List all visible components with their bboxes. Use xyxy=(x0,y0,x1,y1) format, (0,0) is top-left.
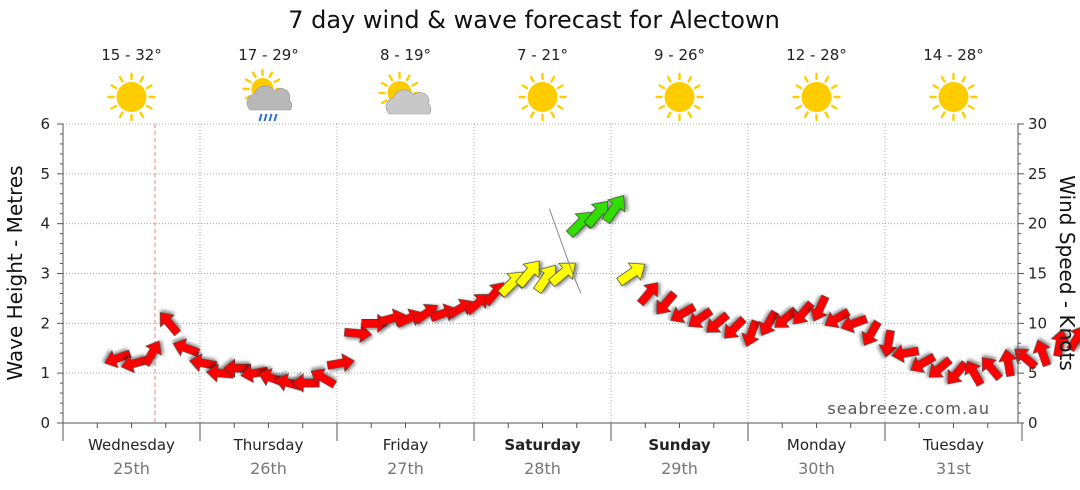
y-axis-right-label: Wind Speed - Knots xyxy=(1055,175,1079,371)
wind-arrow xyxy=(240,364,269,384)
wind-arrow xyxy=(878,329,898,358)
wind-arrows xyxy=(104,195,1080,393)
forecast-header: 15 - 32° 17 - 29° 8 - 19° 7 - 21° 9 - 26° 12 … xyxy=(101,46,984,122)
y-right-tick-label: 20 xyxy=(1028,215,1047,233)
wind-arrow xyxy=(724,315,747,339)
wind-arrow xyxy=(758,309,779,336)
partly-cloudy-icon xyxy=(378,71,432,115)
wind-arrow xyxy=(326,353,355,373)
wind-arrow xyxy=(824,308,851,329)
day-date-label: 26th xyxy=(250,459,287,478)
y-right-tick-label: 15 xyxy=(1028,265,1047,283)
y-left-tick-label: 2 xyxy=(40,314,50,332)
wind-arrow xyxy=(172,338,201,357)
wind-arrow xyxy=(861,319,882,346)
wind-arrow xyxy=(793,300,815,325)
y-left-tick-label: 6 xyxy=(40,115,50,133)
wind-arrow xyxy=(310,368,337,389)
wind-arrow xyxy=(928,356,953,378)
sunny-icon xyxy=(107,72,156,122)
wind-arrow xyxy=(120,354,149,374)
wind-arrow xyxy=(1032,339,1052,368)
y-right-tick-label: 30 xyxy=(1028,115,1047,133)
wind-arrow xyxy=(1066,325,1080,352)
day-name-label: Tuesday xyxy=(922,436,984,454)
wind-arrow xyxy=(910,352,937,373)
day-date-label: 29th xyxy=(661,459,698,478)
wind-arrow xyxy=(741,319,760,347)
y-right-tick-label: 5 xyxy=(1028,364,1038,382)
day-date-label: 28th xyxy=(524,459,561,478)
temperature-range: 17 - 29° xyxy=(238,46,299,64)
temperature-range: 15 - 32° xyxy=(101,46,162,64)
wind-arrow xyxy=(810,294,830,322)
chart-grid xyxy=(63,123,1018,424)
temperature-range: 12 - 28° xyxy=(786,46,847,64)
sunny-icon xyxy=(929,72,978,122)
wind-arrow xyxy=(840,314,869,334)
wind-arrow xyxy=(981,357,1004,382)
wind-arrow xyxy=(1014,348,1039,371)
wind-arrow xyxy=(189,353,218,373)
chart-title: 7 day wind & wave forecast for Alectown xyxy=(288,6,780,34)
wind-arrow xyxy=(656,290,678,315)
day-name-label: Wednesday xyxy=(88,436,175,454)
wind-arrow xyxy=(616,262,646,287)
day-date-label: 31st xyxy=(936,459,971,478)
y-left-tick-label: 3 xyxy=(40,265,50,283)
temperature-range: 9 - 26° xyxy=(654,46,705,64)
y-left-tick-label: 4 xyxy=(40,215,50,233)
wind-arrow xyxy=(601,195,626,225)
day-name-label: Monday xyxy=(787,436,846,454)
wind-arrow xyxy=(947,360,969,385)
day-name-label: Sunday xyxy=(648,436,711,454)
wind-arrow xyxy=(141,340,162,367)
chart-axes: 0 1 2 3 4 5 6 0 5 10 15 20 25 30 Wednesday 25th Thursday… xyxy=(40,115,1047,478)
wind-arrow xyxy=(891,344,920,364)
wind-arrow xyxy=(688,307,714,328)
wind-arrow xyxy=(515,260,540,289)
y-left-tick-label: 1 xyxy=(40,364,50,382)
wind-arrow xyxy=(670,303,697,324)
watermark: seabreeze.com.au xyxy=(827,399,990,418)
day-name-label: Saturday xyxy=(504,436,581,454)
day-date-label: 25th xyxy=(113,459,150,478)
temperature-range: 14 - 28° xyxy=(923,46,984,64)
sunny-icon xyxy=(655,72,704,122)
wind-arrow xyxy=(548,262,576,288)
wind-arrow xyxy=(159,312,182,337)
wind-arrow xyxy=(583,200,608,229)
wind-arrow xyxy=(774,306,799,328)
day-name-label: Thursday xyxy=(233,436,304,454)
y-axis-left-label: Wave Height - Metres xyxy=(3,165,27,380)
wind-arrow xyxy=(706,311,731,333)
sunny-icon xyxy=(518,72,567,122)
wind-arrow xyxy=(104,349,132,369)
wind-arrow xyxy=(1050,329,1070,358)
temperature-range: 7 - 21° xyxy=(517,46,568,64)
y-right-tick-label: 10 xyxy=(1028,314,1047,332)
sunny-icon xyxy=(792,72,841,122)
y-right-tick-label: 0 xyxy=(1028,414,1038,432)
y-right-tick-label: 25 xyxy=(1028,165,1047,183)
wind-arrow xyxy=(343,323,373,344)
wind-arrow xyxy=(636,282,659,307)
y-left-tick-label: 5 xyxy=(40,165,50,183)
wind-trend-connector xyxy=(548,208,582,294)
y-left-tick-label: 0 xyxy=(40,414,50,432)
wind-arrow xyxy=(964,360,985,387)
wind-arrow xyxy=(998,348,1018,378)
day-name-label: Friday xyxy=(383,436,429,454)
day-date-label: 30th xyxy=(798,459,835,478)
temperature-range: 8 - 19° xyxy=(380,46,431,64)
day-date-label: 27th xyxy=(387,459,424,478)
wind-arrow xyxy=(223,358,251,378)
rain-cloud-icon xyxy=(242,68,293,122)
